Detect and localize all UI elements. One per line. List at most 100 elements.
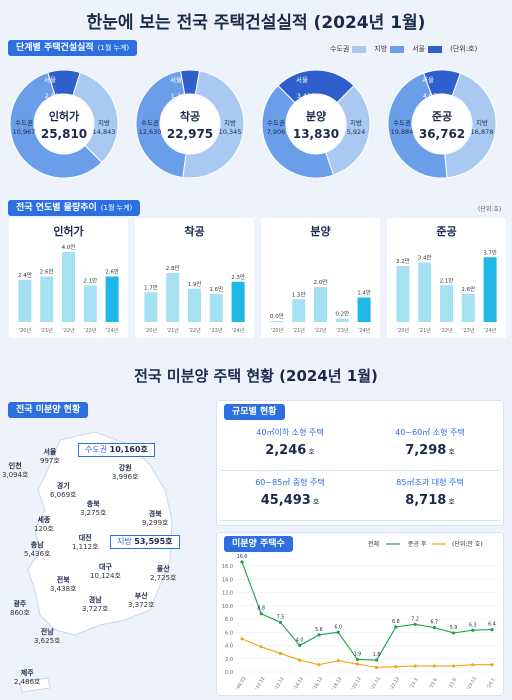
legend-capital: 수도권 — [330, 44, 367, 54]
y-tick-label: 0.0 — [225, 670, 233, 676]
bar-panel — [261, 218, 380, 338]
x-tick-label: '21.12 — [370, 676, 382, 691]
yearly-badge-note: (1월 누계) — [100, 204, 133, 212]
region-incheon: 인천 3,094호 — [2, 462, 29, 479]
local-value: 5,924 — [347, 128, 366, 136]
bar-value-label: 4.0만 — [62, 243, 76, 251]
bar-value-label: 1.4만 — [357, 289, 371, 297]
bar-category-label: '20년 — [145, 327, 158, 334]
seoul-value: 1,306 — [171, 92, 190, 100]
series-total-line — [241, 561, 493, 661]
series-completed-point — [451, 664, 456, 668]
bar — [188, 288, 201, 322]
bar-value-label: 0.0만 — [270, 312, 284, 320]
bar-category-label: '22년 — [62, 327, 75, 334]
bar-category-label: '24년 — [358, 327, 371, 334]
donut-total: 22,975 — [167, 127, 213, 141]
series-total-value-label: 7.5 — [277, 614, 285, 620]
size-cell-85: 85㎡초과 대형 주택 8,718 호 — [360, 471, 500, 521]
x-tick-label: '09.03 — [235, 676, 247, 691]
series-total-point — [432, 626, 436, 630]
bar — [357, 297, 371, 322]
series-total-point — [355, 657, 359, 662]
region-chungnam: 충남 5,436호 — [24, 541, 51, 558]
local-value: 10,345 — [219, 128, 242, 136]
region-gangwon: 강원 3,996호 — [112, 464, 139, 481]
region-seoul: 서울 997호 — [40, 448, 60, 465]
size-cell-40: 40㎡이하 소형 주택 2,246 호 — [220, 421, 360, 471]
yearly-badge-label: 전국 연도별 물량추이 — [16, 203, 97, 213]
bar — [440, 285, 453, 322]
series-total-value-label: 6.8 — [392, 619, 400, 625]
y-tick-label: 2.0 — [225, 657, 233, 663]
seoul-label: 서울 — [422, 75, 434, 84]
series-total-point — [471, 628, 475, 632]
series-completed-point — [413, 664, 417, 668]
y-tick-label: 4.0 — [225, 644, 233, 650]
y-tick-label: 6.0 — [225, 630, 233, 636]
donut-slice-capital — [182, 70, 245, 179]
unsold-map-badge: 전국 미분양 현황 — [8, 402, 89, 418]
size-badge: 규모별 현황 — [224, 404, 285, 420]
bar-panel-title: 착공 — [184, 224, 204, 238]
size-grid: 40㎡이하 소형 주택 2,246 호 40~60㎡ 소형 주택 7,298 호 60~… — [220, 421, 500, 521]
bar-category-label: '21년 — [293, 327, 306, 334]
series-total-value-label: 8.8 — [257, 606, 265, 612]
stage-badge-label: 단계별 주택건설실적 — [16, 43, 94, 53]
donut-total: 36,762 — [419, 127, 465, 141]
series-completed-point — [471, 663, 475, 667]
bar — [231, 281, 245, 322]
bar-value-label: 1.7만 — [144, 283, 158, 291]
bar — [83, 285, 97, 322]
donut-hole — [413, 95, 471, 153]
donut-charts: 인허가25,810서울2,501수도권10,967지방14,843착공22,97… — [9, 69, 497, 179]
capital-value: 10,967 — [13, 128, 36, 136]
bar-value-label: 2.6만 — [40, 268, 54, 276]
capital-label: 수도권 — [141, 119, 159, 127]
bar — [418, 262, 432, 322]
local-callout: 지방 53,595호 — [110, 535, 180, 549]
bar-value-label: 1.9만 — [188, 280, 202, 288]
capital-label: 수도권 — [15, 119, 33, 127]
local-label: 지방 — [476, 118, 488, 127]
region-gwangju: 광주 860호 — [10, 600, 30, 617]
stage-badge: 단계별 주택건설실적 (1월 누계) — [8, 40, 138, 56]
bar-value-label: 2.3만 — [231, 273, 245, 281]
yearly-unit: (단위:호) — [478, 206, 502, 213]
legend-seoul: 서울 — [412, 44, 443, 54]
bar-category-label: '22년 — [188, 327, 201, 334]
series-total-point — [394, 625, 398, 629]
series-total-value-label: 6.3 — [469, 622, 477, 628]
size-card — [216, 400, 504, 526]
x-tick-label: '22.12 — [389, 676, 401, 691]
bar-value-label: 1.6만 — [209, 285, 223, 293]
legend-unit: (단위:호) — [450, 45, 478, 53]
bar-category-label: '23년 — [336, 327, 349, 334]
bar — [292, 299, 306, 322]
series-completed-point — [317, 663, 321, 667]
bar — [166, 273, 180, 322]
series-total-value-label: 16.6 — [237, 554, 248, 560]
bar — [314, 287, 327, 322]
bar-value-label: 3.4만 — [418, 254, 432, 262]
series-total-value-label: 6.0 — [334, 624, 342, 630]
donut-total: 25,810 — [41, 127, 87, 141]
series-completed-point — [240, 637, 244, 641]
bar — [396, 266, 410, 322]
seoul-value: 2,501 — [45, 92, 64, 100]
seoul-label: 서울 — [170, 75, 182, 84]
korea-map — [19, 431, 173, 693]
x-tick-label: '12.12 — [273, 676, 285, 691]
bar-panel-title: 분양 — [310, 224, 330, 238]
bar-category-label: '22년 — [440, 327, 453, 334]
bar-panel-title: 인허가 — [53, 224, 83, 238]
series-total-point — [259, 612, 263, 616]
region-jeonbuk: 전북 3,438호 — [50, 576, 77, 593]
yearly-bar-charts: 인허가 2.4만 '20년 2.6만 '21년 4.0만 '22년 2.1만 '23년 2.6만 '… — [9, 218, 506, 338]
donut-name: 분양 — [306, 109, 326, 123]
x-tick-label: '16.12 — [312, 676, 324, 691]
local-label: 지방 — [98, 118, 110, 127]
region-chungbuk: 충북 3,275호 — [80, 500, 107, 517]
bar-category-label: '20년 — [397, 327, 410, 334]
bar-category-label: '24년 — [232, 327, 245, 334]
